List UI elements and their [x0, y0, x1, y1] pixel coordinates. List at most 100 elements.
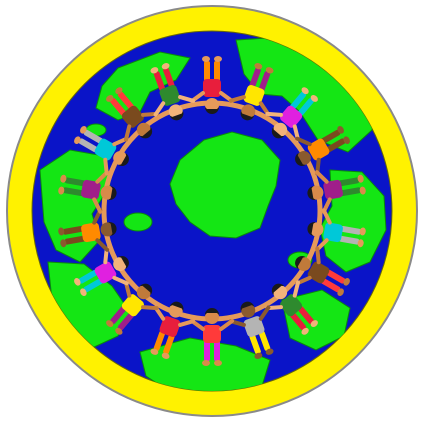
child-hair — [240, 301, 255, 312]
child-hair — [307, 186, 316, 200]
child-foot — [357, 239, 364, 248]
child-foot — [202, 360, 210, 366]
child-leg — [63, 225, 84, 235]
child-foot — [301, 87, 309, 95]
child-foot — [161, 352, 170, 359]
child-arm — [295, 136, 312, 147]
child-figure — [150, 63, 196, 121]
child-hair — [240, 110, 255, 121]
child-torso — [159, 316, 181, 337]
child-leg — [78, 138, 98, 153]
child-hair — [139, 126, 153, 139]
child-torso — [243, 85, 265, 106]
child-leg — [83, 278, 103, 293]
child-arm — [153, 101, 166, 117]
child-hair — [108, 186, 117, 200]
child-leg — [338, 177, 360, 187]
child-leg — [153, 330, 166, 351]
child-hair — [108, 222, 117, 236]
child-arm — [178, 95, 196, 103]
child-leg — [163, 67, 175, 88]
child-leg — [340, 187, 361, 197]
child-foot — [357, 174, 364, 183]
child-foot — [106, 320, 114, 328]
child-foot — [359, 227, 366, 236]
child-figure — [295, 126, 350, 176]
child-foot — [80, 288, 87, 296]
child-foot — [74, 136, 81, 144]
child-figure — [58, 170, 117, 214]
child-torso — [159, 85, 181, 106]
child-leg — [326, 138, 346, 153]
child-torso — [121, 105, 144, 128]
child-torso — [81, 222, 101, 243]
child-torso — [307, 138, 330, 161]
child-foot — [60, 239, 67, 248]
child-torso — [280, 294, 303, 317]
child-foot — [337, 126, 344, 134]
child-foot — [115, 327, 123, 335]
child-hair — [118, 152, 129, 166]
child-leg — [64, 235, 86, 245]
child-leg — [258, 71, 271, 92]
child-leg — [290, 91, 307, 110]
child-torso — [323, 179, 343, 200]
child-leg — [297, 98, 314, 116]
child-arm — [228, 95, 246, 103]
child-arm — [315, 246, 321, 265]
child-leg — [290, 312, 307, 331]
child-foot — [214, 360, 222, 366]
child-foot — [310, 94, 318, 102]
child-foot — [74, 278, 81, 286]
child-foot — [310, 320, 318, 328]
child-torso — [243, 316, 265, 337]
child-arm — [103, 157, 109, 176]
child-figure — [307, 170, 366, 214]
child-foot — [265, 348, 274, 355]
child-foot — [265, 67, 274, 74]
child-foot — [343, 278, 350, 286]
child-hair — [295, 256, 306, 270]
child-leg — [249, 67, 261, 88]
child-hair — [139, 283, 153, 296]
child-head — [205, 310, 219, 324]
child-leg — [163, 334, 175, 355]
child-torso — [280, 105, 303, 128]
child-head — [205, 98, 219, 112]
child-foot — [115, 87, 123, 95]
child-foot — [337, 288, 344, 296]
child-figure — [106, 87, 159, 142]
child-leg — [110, 98, 127, 116]
child-hair — [295, 152, 306, 166]
child-foot — [161, 63, 170, 70]
child-arm — [314, 170, 329, 184]
child-figure — [74, 126, 129, 176]
child-leg — [321, 129, 341, 144]
child-figure — [190, 308, 234, 366]
child-figure — [150, 301, 196, 359]
child-foot — [80, 126, 87, 134]
child-leg — [258, 330, 271, 351]
child-foot — [359, 186, 366, 195]
child-figure — [106, 280, 159, 335]
child-leg — [83, 129, 103, 144]
child-torso — [307, 261, 330, 284]
child-arm — [92, 197, 103, 214]
child-leg — [214, 341, 220, 361]
child-leg — [64, 177, 86, 187]
child-torso — [81, 179, 101, 200]
child-hair — [169, 301, 184, 312]
landmass-central — [169, 131, 281, 239]
child-torso — [323, 222, 343, 243]
child-foot — [106, 94, 114, 102]
child-torso — [94, 138, 117, 161]
child-leg — [340, 225, 361, 235]
child-foot — [301, 327, 309, 335]
child-leg — [326, 269, 346, 284]
child-figure — [228, 301, 274, 359]
child-foot — [343, 136, 350, 144]
child-arm — [178, 319, 196, 327]
child-arm — [265, 111, 283, 117]
child-arm — [95, 238, 110, 252]
